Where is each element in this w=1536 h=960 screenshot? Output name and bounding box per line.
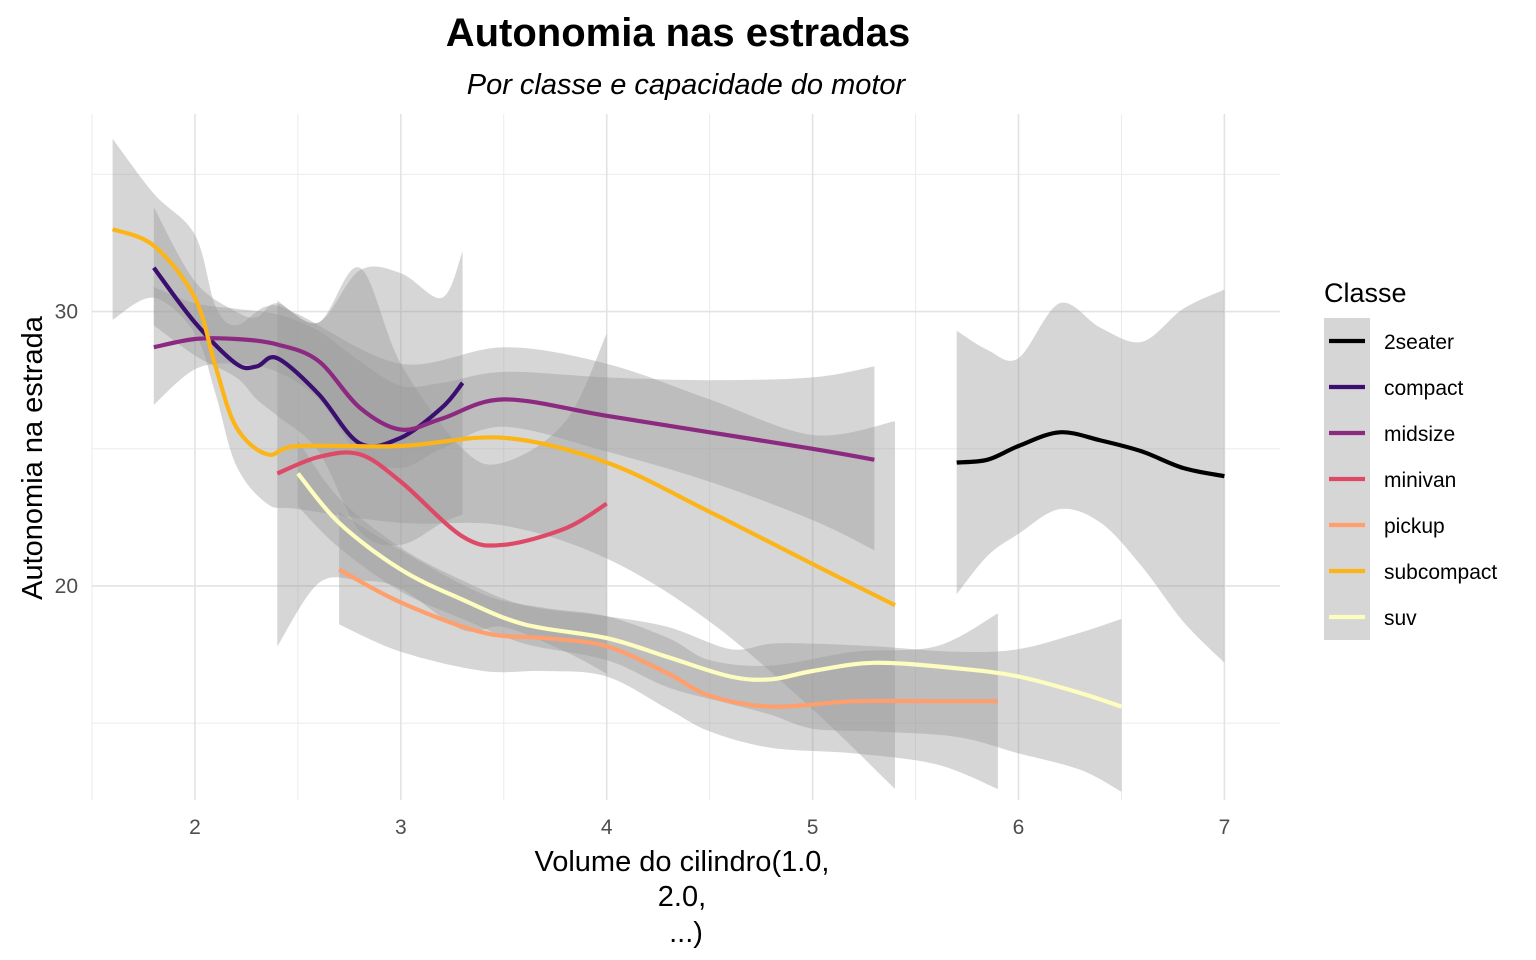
series-line-subcompact <box>111 227 896 608</box>
legend-label: pickup <box>1384 515 1445 538</box>
legend-label: 2seater <box>1384 331 1454 354</box>
minor-gridlines <box>91 114 1280 800</box>
legend-item-compact: compact <box>1324 364 1464 410</box>
series-line-pickup <box>338 567 998 709</box>
x-axis-title-line-1: Volume do cilindro(1.0, <box>534 846 829 878</box>
confidence-bands <box>112 138 1225 792</box>
major-gridlines <box>92 114 1280 800</box>
x-axis-title-line-2: 2.0, <box>658 881 706 913</box>
x-axis-ticks: 2 3 4 5 6 7 <box>189 816 1230 839</box>
chart-title: Autonomia nas estradas <box>446 11 911 55</box>
legend-item-pickup: pickup <box>1324 502 1445 548</box>
legend-label: compact <box>1384 377 1464 400</box>
legend-label: subcompact <box>1384 561 1497 584</box>
legend-item-subcompact: subcompact <box>1324 548 1497 594</box>
legend-item-midsize: midsize <box>1324 410 1455 456</box>
chart-subtitle: Por classe e capacidade do motor <box>467 69 907 101</box>
x-tick-label: 7 <box>1219 816 1231 839</box>
confidence-band-pickup <box>339 511 998 789</box>
y-axis-title: Autonomia na estrada <box>17 315 49 600</box>
x-tick-label: 4 <box>601 816 613 839</box>
series-line-minivan <box>276 450 608 548</box>
y-tick-label: 20 <box>55 575 78 598</box>
legend-label: minivan <box>1384 469 1456 492</box>
series-line-midsize <box>153 336 875 462</box>
plot-panel <box>91 114 1280 800</box>
x-tick-label: 2 <box>189 816 201 839</box>
smooth-lines <box>111 227 1225 709</box>
x-tick-label: 5 <box>807 816 819 839</box>
series-line-suv <box>296 472 1123 709</box>
y-tick-label: 30 <box>55 301 78 324</box>
confidence-band-minivan <box>277 267 607 674</box>
confidence-band-suv <box>297 440 1122 792</box>
legend-title: Classe <box>1324 278 1407 308</box>
x-tick-label: 6 <box>1013 816 1025 839</box>
legend: Classe 2seater compact midsize minivan picku… <box>1324 278 1497 640</box>
confidence-band-midsize <box>153 286 875 551</box>
legend-item-2seater: 2seater <box>1324 318 1454 364</box>
x-axis-title: Volume do cilindro(1.0, 2.0, ...) <box>534 846 837 949</box>
legend-item-minivan: minivan <box>1324 456 1456 502</box>
legend-item-suv: suv <box>1324 594 1417 640</box>
confidence-band-2seater <box>956 289 1225 663</box>
legend-label: suv <box>1384 607 1417 630</box>
series-line-2seater <box>956 430 1225 479</box>
confidence-band-compact <box>153 207 463 546</box>
x-axis-title-line-3: ...) <box>669 917 703 949</box>
legend-label: midsize <box>1384 423 1455 446</box>
legend-items: 2seater compact midsize minivan pickup subcom… <box>1324 318 1497 640</box>
x-tick-label: 3 <box>395 816 407 839</box>
confidence-band-subcompact <box>112 138 896 789</box>
